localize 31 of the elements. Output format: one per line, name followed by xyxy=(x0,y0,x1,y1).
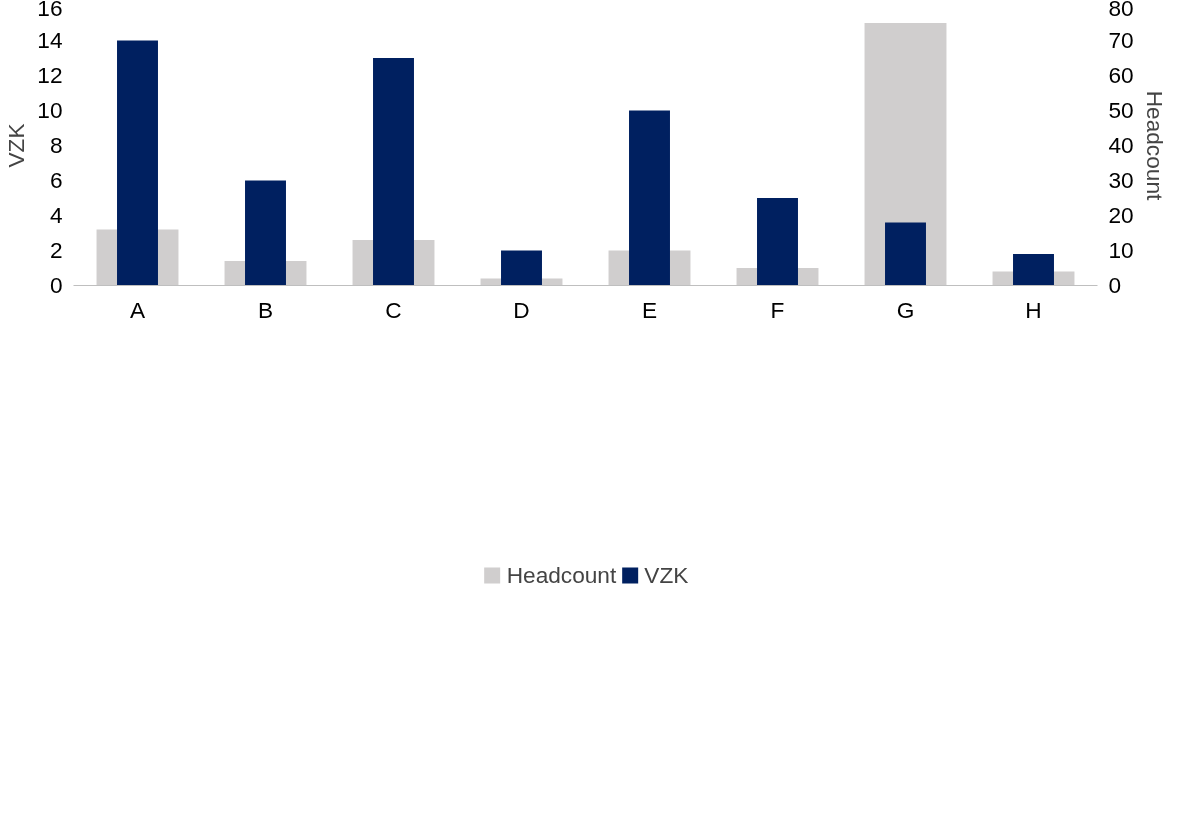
y-tick-label: 6 xyxy=(49,167,63,193)
y2-tick-label: 40 xyxy=(1108,132,1134,158)
x-tick-label: C xyxy=(385,296,402,323)
y-tick-label: 16 xyxy=(37,0,63,21)
y2-tick-label: 80 xyxy=(1108,0,1134,21)
legend-label: VZK xyxy=(644,561,689,589)
x-tick-label: F xyxy=(770,296,785,323)
y2-tick-label: 70 xyxy=(1108,27,1134,53)
y2-axis-title: Headcount xyxy=(1141,90,1168,201)
y2-tick-label: 0 xyxy=(1108,272,1122,298)
x-tick-label: H xyxy=(1025,296,1042,323)
x-tick-label: B xyxy=(257,296,274,323)
y-tick-label: 10 xyxy=(37,97,63,123)
y-tick-label: 12 xyxy=(37,62,63,88)
x-tick-label: E xyxy=(641,296,658,323)
y-axis-title: VZK xyxy=(3,123,30,168)
y2-tick-label: 50 xyxy=(1108,97,1134,123)
x-tick-label: A xyxy=(129,296,146,323)
y2-tick-label: 30 xyxy=(1108,167,1134,193)
bar xyxy=(885,222,926,286)
legend-label: Headcount xyxy=(506,561,617,589)
y2-tick-label: 10 xyxy=(1108,237,1134,263)
y2-tick-label: 20 xyxy=(1108,202,1134,228)
y-tick-label: 2 xyxy=(49,237,63,263)
y-tick-label: 4 xyxy=(49,202,63,228)
y-tick-label: 8 xyxy=(49,132,63,158)
y-tick-label: 14 xyxy=(37,27,63,53)
x-tick-label: D xyxy=(513,296,530,323)
y-tick-label: 0 xyxy=(49,272,63,298)
y2-tick-label: 60 xyxy=(1108,62,1134,88)
x-tick-label: G xyxy=(896,296,915,323)
